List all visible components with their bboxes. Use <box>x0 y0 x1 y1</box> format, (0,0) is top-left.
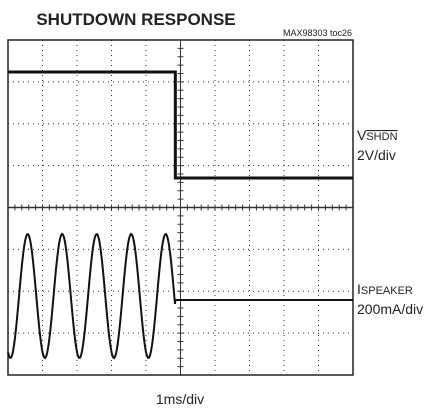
screen-border <box>7 39 354 376</box>
channel-subscript: SPEAKER <box>361 285 413 297</box>
channel-label: VSHDN <box>357 127 398 143</box>
channel-scale: 2V/div <box>357 147 396 163</box>
trace <box>7 232 353 360</box>
channel-subscript: SHDN <box>366 131 397 143</box>
chart-title: SHUTDOWN RESPONSE <box>36 10 235 29</box>
x-axis-label: 1ms/div <box>156 391 204 407</box>
note: MAX98303 toc26 <box>283 28 352 38</box>
channel-label: ISPEAKER <box>357 281 413 297</box>
channel-scale: 200mA/div <box>357 301 423 317</box>
channel-symbol: I <box>357 281 361 297</box>
scope-screen <box>7 39 354 376</box>
channel-symbol: V <box>357 127 367 143</box>
trace <box>8 70 353 180</box>
